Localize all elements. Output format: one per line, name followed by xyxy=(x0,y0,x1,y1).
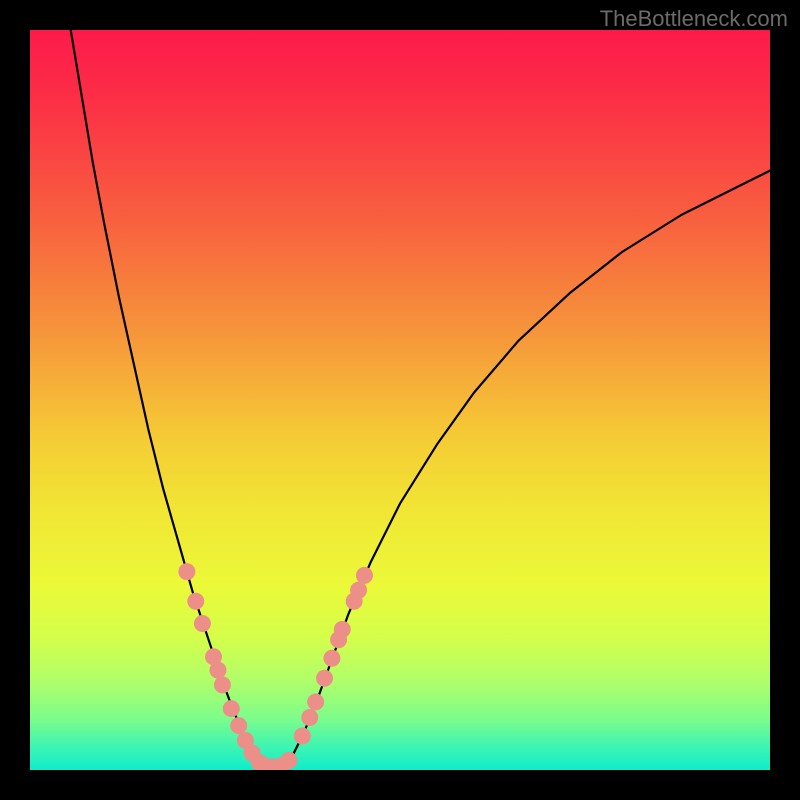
data-marker xyxy=(316,670,333,687)
bottleneck-chart xyxy=(30,30,770,770)
data-marker xyxy=(223,700,240,717)
data-marker xyxy=(294,727,311,744)
data-marker xyxy=(194,615,211,632)
watermark-text: TheBottleneck.com xyxy=(600,6,788,32)
data-marker xyxy=(187,593,204,610)
chart-frame: TheBottleneck.com xyxy=(0,0,800,800)
data-marker xyxy=(214,676,231,693)
data-marker xyxy=(323,650,340,667)
data-marker xyxy=(230,717,247,734)
data-marker xyxy=(281,752,298,769)
data-marker xyxy=(301,709,318,726)
data-marker xyxy=(178,563,195,580)
data-marker xyxy=(356,567,373,584)
data-marker xyxy=(334,621,351,638)
data-marker xyxy=(350,582,367,599)
data-marker xyxy=(209,662,226,679)
data-marker xyxy=(307,693,324,710)
plot-area xyxy=(30,30,770,770)
